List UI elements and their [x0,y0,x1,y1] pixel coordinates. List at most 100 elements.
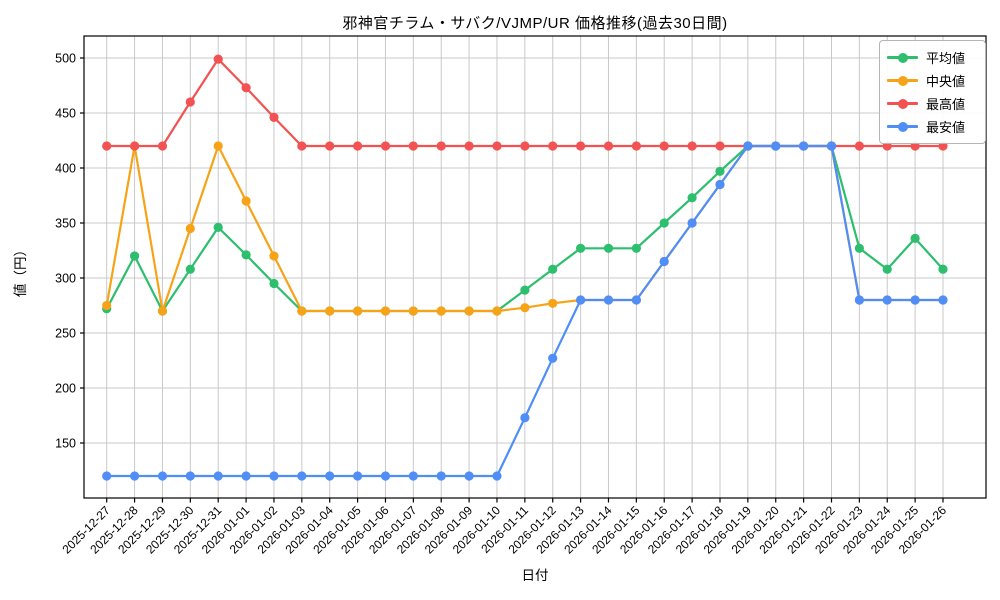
data-point [910,295,920,305]
data-point [185,471,195,481]
x-axis-label: 日付 [521,568,549,583]
data-point [269,251,279,261]
data-point [492,471,502,481]
data-point [213,54,223,64]
data-point [548,264,558,274]
data-point [520,141,530,151]
data-point [130,251,140,261]
data-point [185,97,195,107]
y-tick-label: 200 [55,382,76,396]
y-tick-label: 450 [55,107,76,121]
data-point [603,141,614,151]
y-tick-label: 400 [55,162,76,176]
legend-item-average: 平均値 [887,46,977,69]
y-tick-label: 350 [55,217,76,231]
data-point [297,471,307,481]
data-point [408,471,418,481]
data-point [882,295,892,305]
data-point [464,141,474,151]
data-point [548,141,558,151]
data-point [157,141,168,151]
data-point [353,471,363,481]
legend: 平均値 中央値 最高値 最安値 [879,40,986,144]
data-point [353,306,363,316]
data-point [269,112,279,122]
data-point [185,264,195,274]
data-point [715,179,725,190]
data-point [603,243,614,253]
data-point [938,264,948,274]
data-point [436,471,446,481]
data-point [241,471,251,481]
data-point [576,243,586,253]
data-point [464,471,474,481]
data-point [325,306,335,316]
data-point [548,353,558,363]
data-point [631,243,642,253]
data-point [241,83,251,93]
data-point [241,196,251,206]
data-point [576,295,586,305]
data-point [520,303,530,313]
data-point [269,278,279,289]
data-point [380,306,391,316]
data-point [687,193,697,203]
data-point [241,250,251,260]
data-point [325,471,335,481]
data-point [130,141,140,151]
axes-border [83,35,987,499]
data-point [631,141,642,151]
data-point [102,141,112,151]
data-point [380,471,391,481]
data-point [548,298,558,308]
data-point [102,471,112,481]
data-point [520,413,530,423]
data-point [353,141,363,151]
data-point [743,141,753,151]
chart-title: 邪神官チラム・サバク/VJMP/UR 価格推移(過去30日間) [342,15,728,32]
data-point [659,218,669,228]
min-line-swatch [887,121,918,132]
legend-label-average: 平均値 [926,51,966,66]
data-point [854,243,865,253]
y-tick-label: 150 [55,437,76,451]
data-point [436,306,446,316]
y-axis-label: 値（円） [13,243,28,297]
data-point [492,306,502,316]
median-marker-icon [897,75,908,86]
data-point [882,264,892,274]
data-point [659,256,669,267]
y-tick-label: 300 [55,272,76,286]
data-point [854,295,865,305]
data-point [826,141,837,151]
data-point [213,141,223,151]
min-marker-icon [897,121,908,132]
data-point [715,166,725,176]
legend-label-min: 最安値 [926,120,966,135]
data-point [269,471,279,481]
data-point [715,141,725,151]
data-point [408,306,418,316]
data-point [157,306,168,316]
legend-label-median: 中央値 [926,74,966,89]
average-line-swatch [887,52,918,63]
data-point [603,295,614,305]
data-point [938,295,948,305]
data-point [213,471,223,481]
data-point [520,285,530,295]
data-point [631,295,642,305]
data-point [157,471,168,481]
data-point [185,223,195,234]
legend-label-max: 最高値 [926,97,966,112]
data-point [659,141,669,151]
data-point [799,141,809,151]
data-point [436,141,446,151]
legend-item-median: 中央値 [887,69,977,92]
data-point [910,233,920,243]
data-point [576,141,586,151]
data-point [687,218,697,228]
data-point [380,141,391,151]
median-line-swatch [887,75,918,86]
data-point [130,471,140,481]
